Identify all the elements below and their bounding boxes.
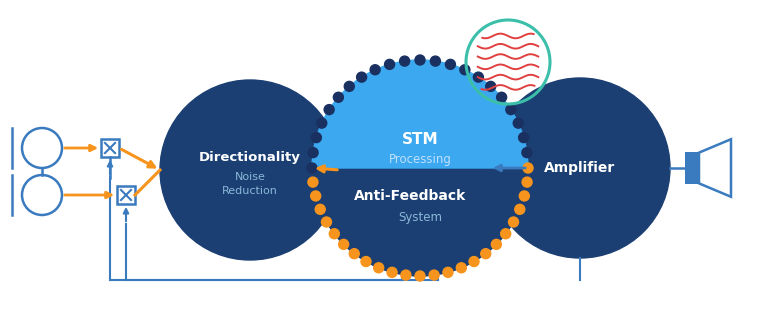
Circle shape — [311, 191, 321, 201]
Circle shape — [496, 92, 507, 102]
Circle shape — [400, 56, 410, 66]
Circle shape — [456, 263, 467, 273]
Text: Directionality: Directionality — [199, 151, 301, 164]
Circle shape — [430, 56, 440, 66]
Circle shape — [387, 267, 397, 277]
Circle shape — [469, 256, 479, 266]
Circle shape — [490, 78, 670, 258]
Circle shape — [445, 59, 455, 69]
Circle shape — [481, 249, 491, 259]
Circle shape — [317, 118, 327, 128]
Circle shape — [344, 81, 354, 91]
Circle shape — [519, 191, 529, 201]
Circle shape — [307, 163, 317, 173]
Circle shape — [321, 217, 331, 227]
Circle shape — [356, 72, 366, 82]
Circle shape — [429, 270, 439, 280]
Wedge shape — [312, 60, 528, 168]
Text: Noise
Reduction: Noise Reduction — [222, 172, 278, 196]
Circle shape — [415, 55, 425, 65]
Circle shape — [501, 229, 511, 239]
Circle shape — [325, 105, 334, 115]
Circle shape — [339, 240, 349, 249]
Text: System: System — [398, 212, 442, 225]
Circle shape — [506, 105, 516, 115]
Circle shape — [374, 263, 384, 273]
Circle shape — [385, 59, 394, 69]
Circle shape — [370, 65, 380, 75]
Circle shape — [473, 72, 483, 82]
FancyBboxPatch shape — [685, 152, 699, 184]
Circle shape — [522, 148, 532, 158]
Circle shape — [329, 229, 339, 239]
Text: Processing: Processing — [388, 153, 451, 166]
Text: Anti-Feedback: Anti-Feedback — [354, 189, 466, 203]
Text: Amplifier: Amplifier — [544, 161, 616, 175]
Circle shape — [518, 133, 529, 143]
Circle shape — [523, 163, 533, 173]
Circle shape — [308, 177, 318, 187]
Circle shape — [361, 256, 371, 266]
Text: STM: STM — [402, 133, 439, 148]
Circle shape — [508, 217, 518, 227]
Circle shape — [334, 92, 344, 102]
Circle shape — [315, 204, 325, 214]
Circle shape — [486, 81, 496, 91]
Circle shape — [401, 270, 411, 280]
Circle shape — [312, 133, 321, 143]
Circle shape — [460, 65, 470, 75]
Circle shape — [515, 204, 524, 214]
Circle shape — [160, 80, 340, 260]
Circle shape — [513, 118, 523, 128]
Wedge shape — [312, 168, 528, 276]
Circle shape — [350, 249, 359, 259]
Circle shape — [443, 267, 453, 277]
Circle shape — [415, 271, 425, 281]
Circle shape — [308, 148, 318, 158]
Circle shape — [492, 240, 502, 249]
Circle shape — [522, 177, 532, 187]
